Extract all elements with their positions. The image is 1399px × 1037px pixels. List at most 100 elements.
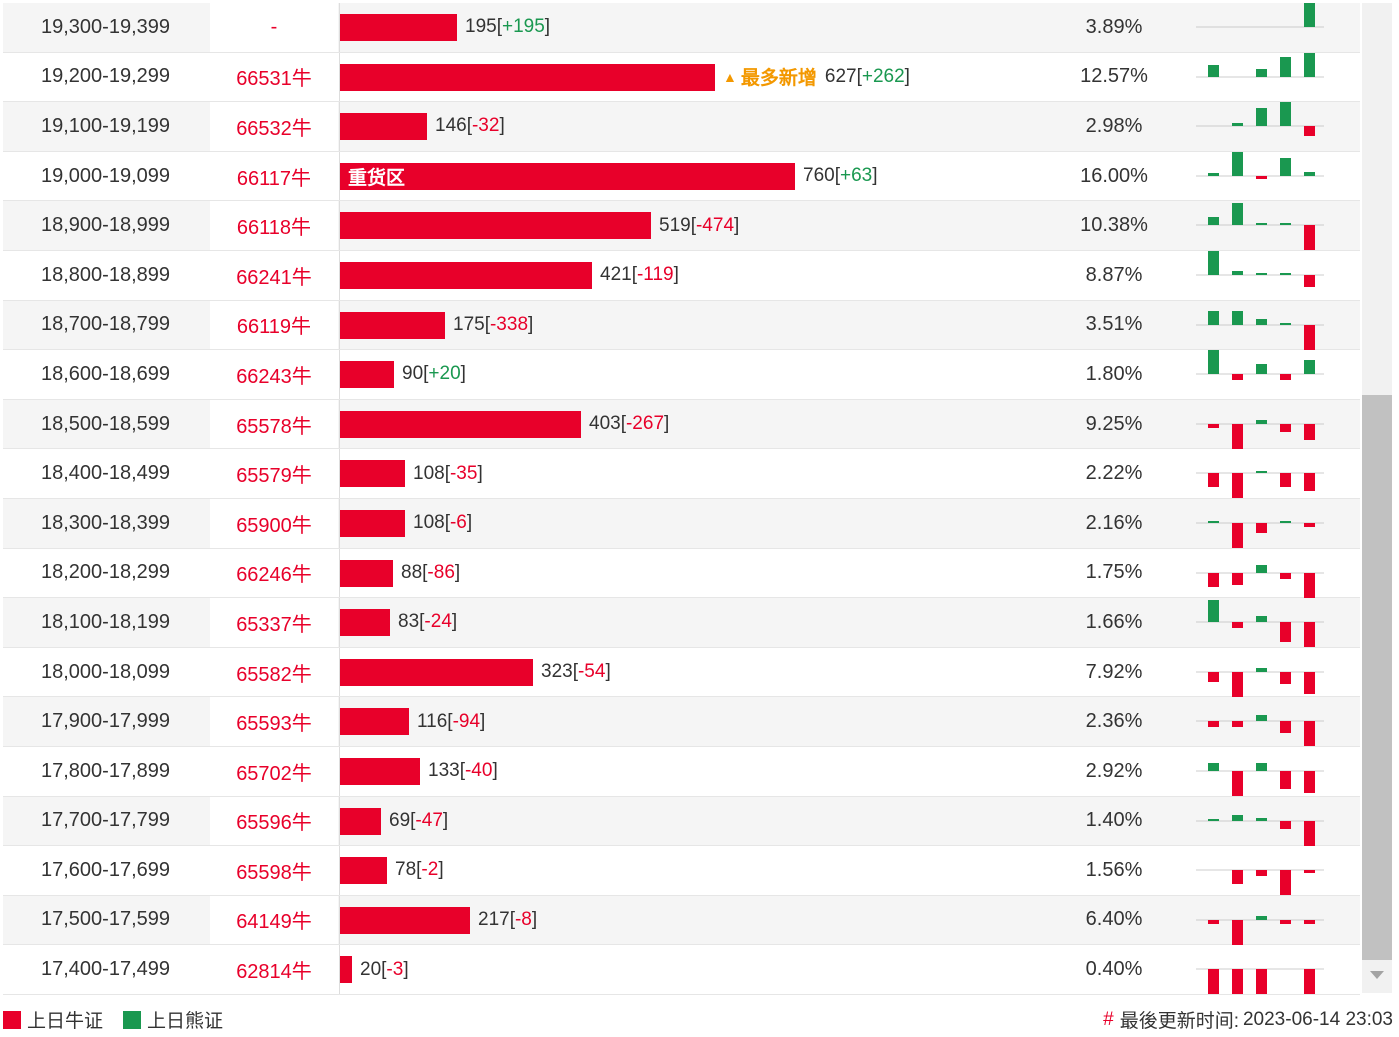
sparkline-bar <box>1256 667 1267 672</box>
bar-cell: 403 [-267] <box>339 399 1080 449</box>
bar-cell: 20 [-3] <box>339 945 1080 994</box>
cbbc-code-link[interactable]: 66118牛 <box>210 201 338 250</box>
sparkline-bar <box>1304 225 1315 251</box>
cbbc-code-link[interactable]: 65598牛 <box>236 861 312 884</box>
change-value: -24 <box>424 611 452 633</box>
count-value: 90 <box>402 363 424 385</box>
outstanding-bar <box>340 658 533 686</box>
sparkline-bar <box>1232 969 1243 995</box>
bar-cell: ▲ 最多新增 627 [+262] <box>339 52 1080 102</box>
bar-cell: 83 [-24] <box>339 598 1080 647</box>
bar-label: 323 [-54] <box>541 661 611 683</box>
sparkline-bar <box>1256 318 1267 325</box>
price-range: 19,200-19,299 <box>40 65 170 88</box>
sparkline-bar <box>1208 172 1219 176</box>
cbbc-code-link[interactable]: 66246牛 <box>236 564 312 587</box>
bar-cell: 78 [-2] <box>339 846 1080 895</box>
sparkline-bar <box>1232 522 1243 548</box>
count-value: 323 <box>541 661 573 683</box>
price-range: 18,800-18,899 <box>40 263 170 286</box>
sparkline-bar <box>1208 473 1219 488</box>
change-value: -40 <box>464 760 493 782</box>
cbbc-code-link[interactable]: 66531牛 <box>236 68 312 91</box>
change-value: +195 <box>501 16 545 38</box>
trend-sparkline <box>1196 471 1324 499</box>
change-value: -54 <box>577 661 606 683</box>
legend-bull: 上日牛证 <box>3 1006 103 1033</box>
cbbc-code-link[interactable]: 66119牛 <box>210 300 338 350</box>
scrollbar-thumb[interactable] <box>1362 395 1392 960</box>
sparkline-bar <box>1256 522 1267 533</box>
outstanding-bar <box>340 708 409 736</box>
outstanding-bar <box>340 906 470 934</box>
trend-sparkline <box>1196 762 1324 796</box>
percent-value: 1.80% <box>1085 362 1143 385</box>
count-value: 108 <box>413 462 445 484</box>
cbbc-code-link[interactable]: 65337牛 <box>210 598 338 647</box>
outstanding-bar <box>340 609 390 637</box>
cbbc-code-link[interactable]: 66117牛 <box>236 167 312 190</box>
cbbc-code-link[interactable]: 66241牛 <box>236 266 312 289</box>
cbbc-code-link[interactable]: 65593牛 <box>210 697 338 746</box>
sparkline-bar <box>1232 814 1243 821</box>
price-range: 18,200-18,299 <box>40 561 170 584</box>
table-row: 18,500-18,599 65578牛 403 [-267] 9.25% <box>3 399 1360 450</box>
bar-label: 20 [-3] <box>360 958 409 980</box>
cbbc-code-link[interactable]: 65579牛 <box>236 465 312 488</box>
sparkline-bar <box>1232 151 1243 176</box>
change-value: +20 <box>428 363 461 385</box>
sparkline-bar <box>1304 622 1315 648</box>
count-value: 217 <box>478 908 510 930</box>
bar-label: 90 [+20] <box>402 363 466 385</box>
sparkline-bar <box>1256 817 1267 821</box>
sparkline-bar <box>1304 274 1315 287</box>
bar-cell: 146 [-32] <box>339 102 1080 151</box>
count-value: 195 <box>465 16 497 38</box>
percent-value: 2.92% <box>1085 759 1143 782</box>
price-range: 17,600-17,699 <box>40 858 170 881</box>
sparkline-bar <box>1280 622 1291 643</box>
cbbc-code-link[interactable]: 65578牛 <box>210 399 338 449</box>
trend-sparkline <box>1196 667 1324 697</box>
sparkline-bar <box>1256 419 1267 424</box>
cbbc-code-link[interactable]: 65582牛 <box>236 663 312 686</box>
sparkline-bar <box>1256 175 1267 179</box>
trend-sparkline <box>1196 203 1324 251</box>
sparkline-bar <box>1280 322 1291 325</box>
count-value: 116 <box>417 710 448 732</box>
sparkline-bar <box>1208 310 1219 325</box>
price-range: 19,100-19,199 <box>40 114 170 137</box>
count-value: 88 <box>401 561 423 583</box>
cbbc-code-link[interactable]: 65702牛 <box>236 762 312 785</box>
sparkline-bar <box>1256 364 1267 375</box>
table-row: 18,600-18,699 66243牛 90 [+20] 1.80% <box>3 350 1360 400</box>
bar-label: 88 [-86] <box>401 561 461 583</box>
cbbc-code-link[interactable]: 65596牛 <box>210 796 338 846</box>
outstanding-bar <box>340 509 405 537</box>
trend-sparkline <box>1196 968 1324 995</box>
sparkline-bar <box>1232 770 1243 796</box>
price-range: 18,000-18,099 <box>40 660 170 683</box>
change-value: -32 <box>471 115 500 137</box>
triangle-up-icon: ▲ <box>723 68 737 85</box>
table-row: 17,800-17,899 65702牛 133 [-40] 2.92% <box>3 746 1360 797</box>
sparkline-bar <box>1304 126 1315 137</box>
sparkline-bar <box>1208 721 1219 728</box>
sparkline-bar <box>1256 715 1267 722</box>
bar-cell: 217 [-8] <box>339 895 1080 945</box>
scroll-down-arrow-icon[interactable] <box>1370 971 1384 979</box>
sparkline-bar <box>1304 171 1315 176</box>
cbbc-code-link[interactable]: 66532牛 <box>210 102 338 151</box>
cbbc-code-link[interactable]: 64149牛 <box>210 895 338 945</box>
percent-value: 2.36% <box>1085 710 1143 733</box>
cbbc-code-link[interactable]: 66243牛 <box>236 365 312 388</box>
bear-swatch-icon <box>123 1010 142 1029</box>
sparkline-bar <box>1304 969 1315 995</box>
sparkline-bar <box>1208 671 1219 682</box>
cbbc-code-link[interactable]: 65900牛 <box>210 498 338 548</box>
bar-label: 760 [+63] <box>803 165 878 187</box>
scrollbar[interactable] <box>1362 3 1392 993</box>
cbbc-code-link[interactable]: 62814牛 <box>236 961 312 984</box>
bar-cell: 175 [-338] <box>339 300 1080 350</box>
sparkline-bar <box>1232 203 1243 226</box>
